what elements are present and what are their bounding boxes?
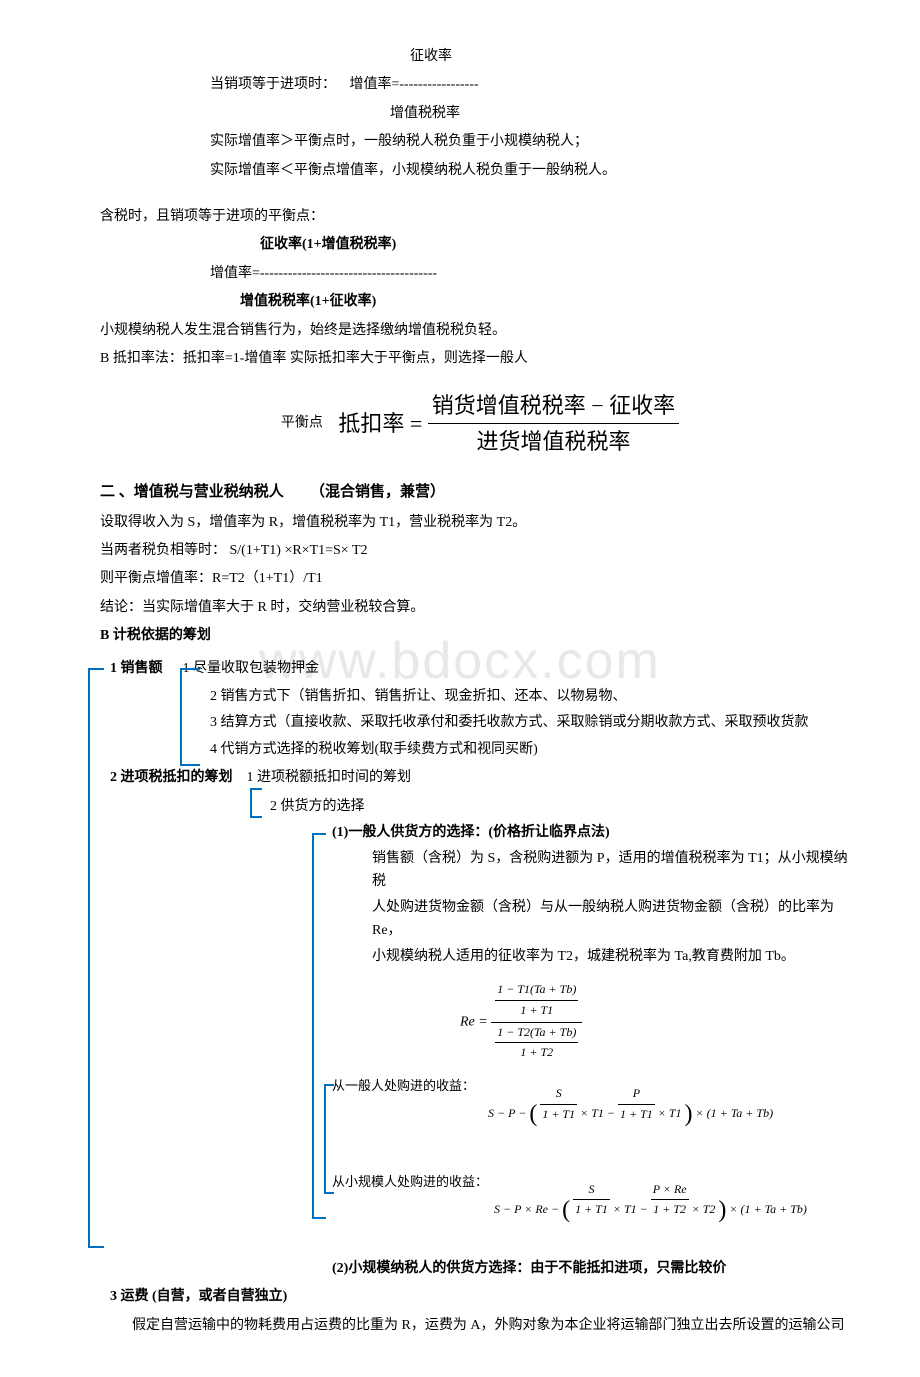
tree-item3-p1: 假定自营运输中的物耗费用占运费的比重为 R，运费为 A，外购对象为本企业将运输部… — [132, 1315, 860, 1337]
section2-line2: 当两者税负相等时： S/(1+T1) ×R×T1=S× T2 — [100, 540, 860, 562]
formula1: 平衡点 抵扣率 = 销货增值税税率 − 征收率 进货增值税税率 — [100, 388, 860, 459]
formula-xiao: 从小规模人处购进的收益： S − P × Re − ( S 1 + T1 × T… — [332, 1172, 860, 1238]
formula-yiban: 从一般人处购进的收益： S − P − ( S 1 + T1 × T1 − P … — [332, 1076, 860, 1142]
tree-item1-sub2: 2 销售方式下（销售折扣、销售折让、现金折扣、还本、以物易物、 — [210, 686, 860, 708]
tree-p3: 小规模纳税人适用的征收率为 T2，城建税税率为 Ta,教育费附加 Tb。 — [372, 946, 860, 968]
tree-p1: 销售额（含税）为 S，含税购进额为 P，适用的增值税税率为 T1；从小规模纳税 — [372, 848, 860, 893]
tree-p2: 人处购进货物金额（含税）与从一般纳税人购进货物金额（含税）的比率为 Re， — [372, 897, 860, 942]
header-line1: 征收率 — [410, 46, 860, 68]
tree-main-line — [88, 668, 90, 1248]
section2-line4: 结论：当实际增值率大于 R 时，交纳营业税较合算。 — [100, 597, 860, 619]
document-content: 征收率 当销项等于进项时： 增值率=----------------- 增值税税… — [100, 46, 860, 1337]
header-line7: 征收率(1+增值税税率) — [260, 234, 860, 256]
header-line9: 增值税税率(1+征收率) — [240, 291, 860, 313]
tree-item2-sub2b: (2)小规模纳税人的供货方选择：由于不能抵扣进项，只需比较价 — [332, 1258, 860, 1280]
section2-title: 二 、增值税与营业税纳税人 （混合销售，兼营） — [100, 480, 860, 504]
tree-item2-sub2a: (1)一般人供货方的选择：(价格折让临界点法) — [332, 822, 860, 844]
tree-item2: 2 进项税抵扣的筹划 1 进项税额抵扣时间的筹划 — [110, 767, 860, 789]
tree-item1-sub4: 4 代销方式选择的税收筹划(取手续费方式和视同买断) — [210, 739, 860, 761]
tree-diagram: 1 销售额 1 尽量收取包装物押金 2 销售方式下（销售折扣、销售折让、现金折扣… — [100, 658, 860, 1337]
tree-item2-sub2: 2 供货方的选择 — [270, 796, 860, 818]
section2-line5: B 计税依据的筹划 — [100, 625, 860, 647]
formula-re: Re = 1 − T1(Ta + Tb) 1 + T1 1 − T2(Ta + … — [460, 980, 860, 1064]
header-line8: 增值率=------------------------------------… — [210, 263, 860, 285]
header-line2: 当销项等于进项时： 增值率=----------------- — [210, 74, 860, 96]
header-line11: B 抵扣率法：抵扣率=1-增值率 实际抵扣率大于平衡点，则选择一般人 — [100, 348, 860, 370]
header-line10: 小规模纳税人发生混合销售行为，始终是选择缴纳增值税税负轻。 — [100, 320, 860, 342]
header-line5: 实际增值率＜平衡点增值率，小规模纳税人税负重于一般纳税人。 — [210, 160, 860, 182]
header-line6: 含税时，且销项等于进项的平衡点： — [100, 206, 860, 228]
tree-item1-sub3: 3 结算方式（直接收款、采取托收承付和委托收款方式、采取赊销或分期收款方式、采取… — [210, 712, 860, 734]
section2-line1: 设取得收入为 S，增值率为 R，增值税税率为 T1，营业税税率为 T2。 — [100, 512, 860, 534]
header-line4: 实际增值率＞平衡点时，一般纳税人税负重于小规模纳税人； — [210, 131, 860, 153]
tree-item3: 3 运费 (自营，或者自营独立) — [110, 1286, 860, 1308]
tree-item1: 1 销售额 1 尽量收取包装物押金 — [110, 658, 860, 680]
header-line3: 增值税税率 — [390, 103, 860, 125]
section2-line3: 则平衡点增值率：R=T2（1+T1）/T1 — [100, 568, 860, 590]
